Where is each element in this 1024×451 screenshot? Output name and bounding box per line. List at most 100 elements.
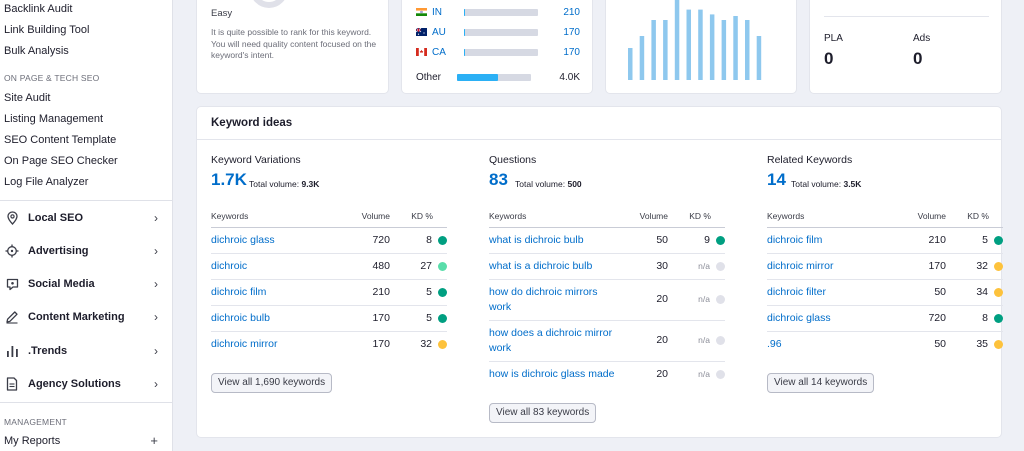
ads-value: 0 <box>913 49 923 68</box>
sidebar-link-seo-content-template[interactable]: SEO Content Template <box>4 134 117 146</box>
trend-bar <box>709 14 715 80</box>
country-volume[interactable]: 170 <box>563 46 580 58</box>
table-row: dichroic mirror 170 32 <box>211 332 447 358</box>
sidebar-link-log-file-analyzer[interactable]: Log File Analyzer <box>4 176 89 188</box>
divider <box>197 139 1001 140</box>
keyword-link[interactable]: how do dichroic mirrors work <box>489 286 598 313</box>
view-all-questions-button[interactable]: View all 83 keywords <box>489 403 597 423</box>
sidebar-link-bulk-analysis[interactable]: Bulk Analysis <box>4 45 69 57</box>
view-all-related-button[interactable]: View all 14 keywords <box>767 373 875 393</box>
view-all-variations-button[interactable]: View all 1,690 keywords <box>211 373 333 393</box>
keyword-kd: 8 <box>982 312 988 324</box>
sidebar-link-backlink-audit[interactable]: Backlink Audit <box>4 3 73 15</box>
keyword-volume: 20 <box>656 368 668 380</box>
country-share-bar <box>464 28 538 36</box>
country-share-bar <box>464 48 538 56</box>
trend-bar <box>674 0 680 80</box>
keyword-link[interactable]: dichroic film <box>767 234 823 246</box>
bar-chart-icon <box>5 344 19 358</box>
sidebar-group-label: Social Media <box>28 278 95 290</box>
table-row: .96 50 35 <box>767 332 1003 358</box>
country-code[interactable]: CA <box>432 46 446 58</box>
keyword-volume: 50 <box>934 338 946 350</box>
keyword-link[interactable]: dichroic bulb <box>211 312 270 324</box>
sidebar-group-content-marketing[interactable]: Content Marketing › <box>0 301 172 333</box>
india-flag-icon <box>416 8 427 16</box>
country-code[interactable]: IN <box>432 6 442 18</box>
country-share-bar <box>457 73 531 81</box>
pla-value: 0 <box>824 49 834 68</box>
country-volume[interactable]: 210 <box>563 6 580 18</box>
country-row-other: Other 4.0K <box>416 70 580 84</box>
keyword-kd: 5 <box>982 234 988 246</box>
sidebar-link-link-building-tool[interactable]: Link Building Tool <box>4 24 90 36</box>
keyword-volume: 480 <box>372 260 390 272</box>
keyword-volume: 20 <box>656 334 668 346</box>
country-code: Other <box>416 71 442 83</box>
sidebar-group-social-media[interactable]: Social Media › <box>0 268 172 300</box>
kd-status-dot <box>994 314 1003 323</box>
table-row: what is a dichroic bulb 30 n/a <box>489 254 725 280</box>
total-volume-value: 9.3K <box>301 179 320 189</box>
table-row: dichroic film 210 5 <box>767 228 1003 254</box>
trend-bar <box>745 20 750 80</box>
total-volume: Total volume: 500 <box>515 179 582 189</box>
keyword-volume: 210 <box>928 234 946 246</box>
trend-bar <box>686 9 691 81</box>
difficulty-gauge-icon <box>253 0 285 8</box>
total-volume-label: Total volume: <box>249 179 300 189</box>
keyword-kd: 32 <box>420 338 432 350</box>
keyword-volume: 720 <box>928 312 946 324</box>
keyword-volume: 170 <box>372 312 390 324</box>
table-row: how is dichroic glass made 20 n/a <box>489 362 725 388</box>
column-title: Keyword Variations <box>211 154 301 166</box>
sidebar-group-agency-solutions[interactable]: Agency Solutions › <box>0 368 172 400</box>
trend-card <box>605 0 797 94</box>
country-share-bar <box>464 8 538 16</box>
keyword-link[interactable]: dichroic mirror <box>767 260 834 272</box>
keyword-link[interactable]: dichroic film <box>211 286 267 298</box>
pla-label: PLA <box>824 33 843 44</box>
total-volume-value: 500 <box>567 179 582 189</box>
trend-bar <box>639 36 645 80</box>
trend-bar <box>663 20 668 80</box>
sidebar-link-on-page-seo-checker[interactable]: On Page SEO Checker <box>4 155 118 167</box>
australia-flag-icon <box>416 28 427 36</box>
keyword-link[interactable]: how is dichroic glass made <box>489 368 615 380</box>
keyword-link[interactable]: what is a dichroic bulb <box>489 260 593 272</box>
keyword-volume: 30 <box>656 260 668 272</box>
header-volume: Volume <box>361 211 390 221</box>
sidebar-group-local-seo[interactable]: Local SEO › <box>0 202 172 234</box>
keyword-volume: 20 <box>656 293 668 305</box>
keyword-count: 1.7K <box>211 170 247 189</box>
kd-status-dot <box>994 236 1003 245</box>
country-code[interactable]: AU <box>432 26 446 38</box>
sidebar-link-site-audit[interactable]: Site Audit <box>4 92 51 104</box>
table-row: dichroic mirror 170 32 <box>767 254 1003 280</box>
header-volume: Volume <box>639 211 668 221</box>
sidebar-link-my-reports[interactable]: My Reports <box>4 435 61 447</box>
divider <box>824 16 989 17</box>
keyword-link[interactable]: what is dichroic bulb <box>489 234 584 246</box>
sidebar-group-trends[interactable]: .Trends › <box>0 335 172 367</box>
sidebar-group-advertising[interactable]: Advertising › <box>0 235 172 267</box>
sidebar-group-label: Local SEO <box>28 212 84 224</box>
sidebar-link-listing-management[interactable]: Listing Management <box>4 113 104 125</box>
table-row: dichroic film 210 5 <box>211 280 447 306</box>
sidebar-group-label: Advertising <box>28 245 89 257</box>
keyword-link[interactable]: dichroic glass <box>767 312 831 324</box>
keyword-link[interactable]: dichroic mirror <box>211 338 278 350</box>
add-report-plus-icon[interactable]: + <box>150 433 158 448</box>
keyword-link[interactable]: .96 <box>767 338 782 350</box>
keyword-link[interactable]: dichroic <box>211 260 248 272</box>
keyword-link[interactable]: dichroic glass <box>211 234 275 246</box>
kd-status-dot <box>994 262 1003 271</box>
keyword-link[interactable]: how does a dichroic mirror work <box>489 327 613 354</box>
keyword-kd: n/a <box>698 335 710 345</box>
trend-bar <box>698 9 703 81</box>
country-row-in: IN 210 <box>416 5 580 19</box>
column-title: Questions <box>489 154 537 166</box>
country-volume[interactable]: 170 <box>563 26 580 38</box>
keyword-link[interactable]: dichroic filter <box>767 286 826 298</box>
sidebar-section-management: MANAGEMENT <box>4 417 67 427</box>
